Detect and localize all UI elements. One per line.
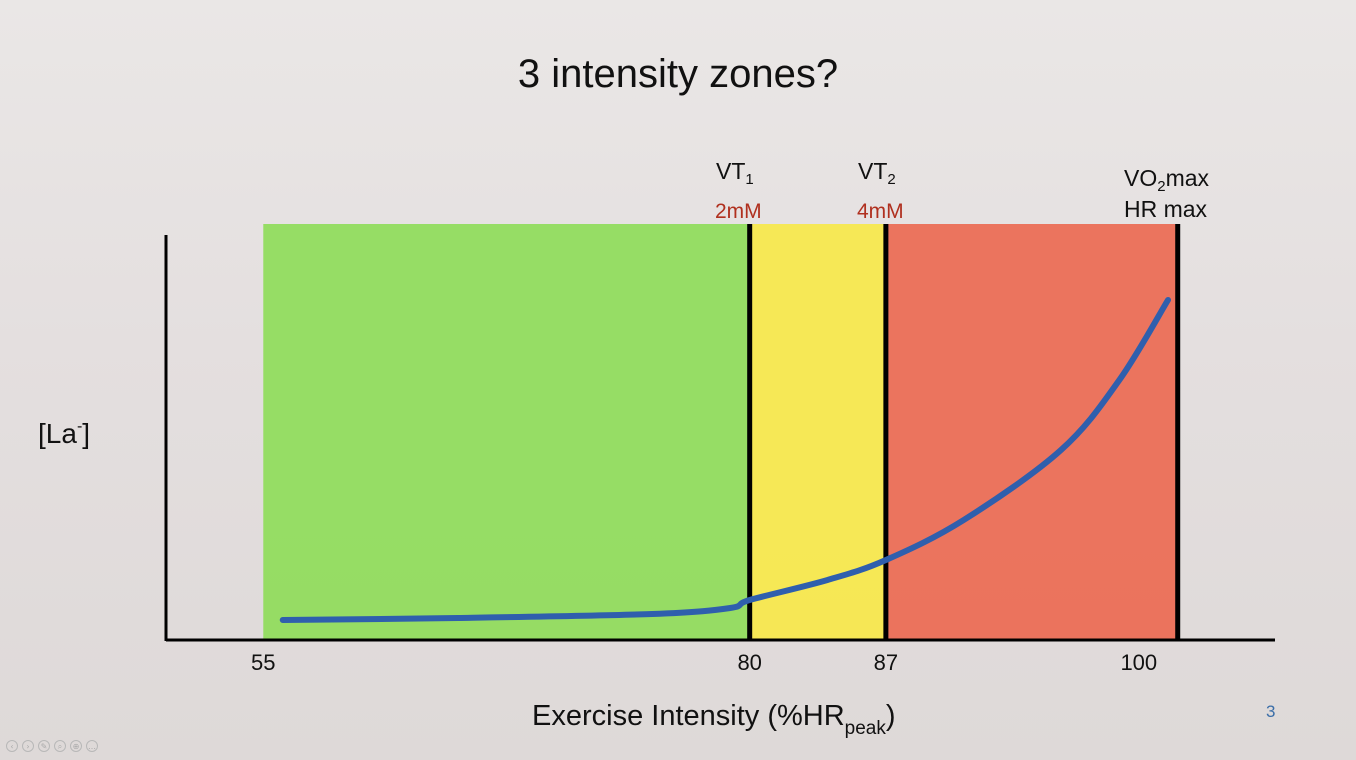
vt2-label: VT2 [858, 158, 896, 188]
x-tick-label: 55 [251, 650, 275, 675]
more-icon[interactable]: … [86, 740, 98, 752]
slide-title: 3 intensity zones? [517, 52, 839, 96]
pen-icon[interactable]: ✎ [38, 740, 50, 752]
x-tick-label: 100 [1120, 650, 1157, 675]
y-axis-label: [La-] [38, 418, 91, 449]
vt1-concentration: 2mM [715, 200, 762, 223]
x-tick-label: 87 [874, 650, 898, 675]
slide-controls: ‹ › ✎ ⌕ ⊕ … [6, 740, 98, 752]
vt2-concentration: 4mM [857, 200, 904, 223]
vo2max-label: VO2max [1124, 165, 1210, 195]
zoom-icon[interactable]: ⊕ [70, 740, 82, 752]
x-tick-label: 80 [737, 650, 761, 675]
zone-2 [749, 224, 886, 640]
prev-slide-icon[interactable]: ‹ [6, 740, 18, 752]
vt1-label: VT1 [716, 158, 754, 188]
hrmax-label: HR max [1124, 196, 1208, 222]
search-icon[interactable]: ⌕ [54, 740, 66, 752]
x-axis-label: Exercise Intensity (%HRpeak) [532, 700, 896, 739]
next-slide-icon[interactable]: › [22, 740, 34, 752]
page-number: 3 [1266, 702, 1276, 721]
zone-3 [885, 224, 1178, 640]
zone-1 [263, 224, 750, 640]
lactate-curve-1 [279, 297, 1171, 623]
